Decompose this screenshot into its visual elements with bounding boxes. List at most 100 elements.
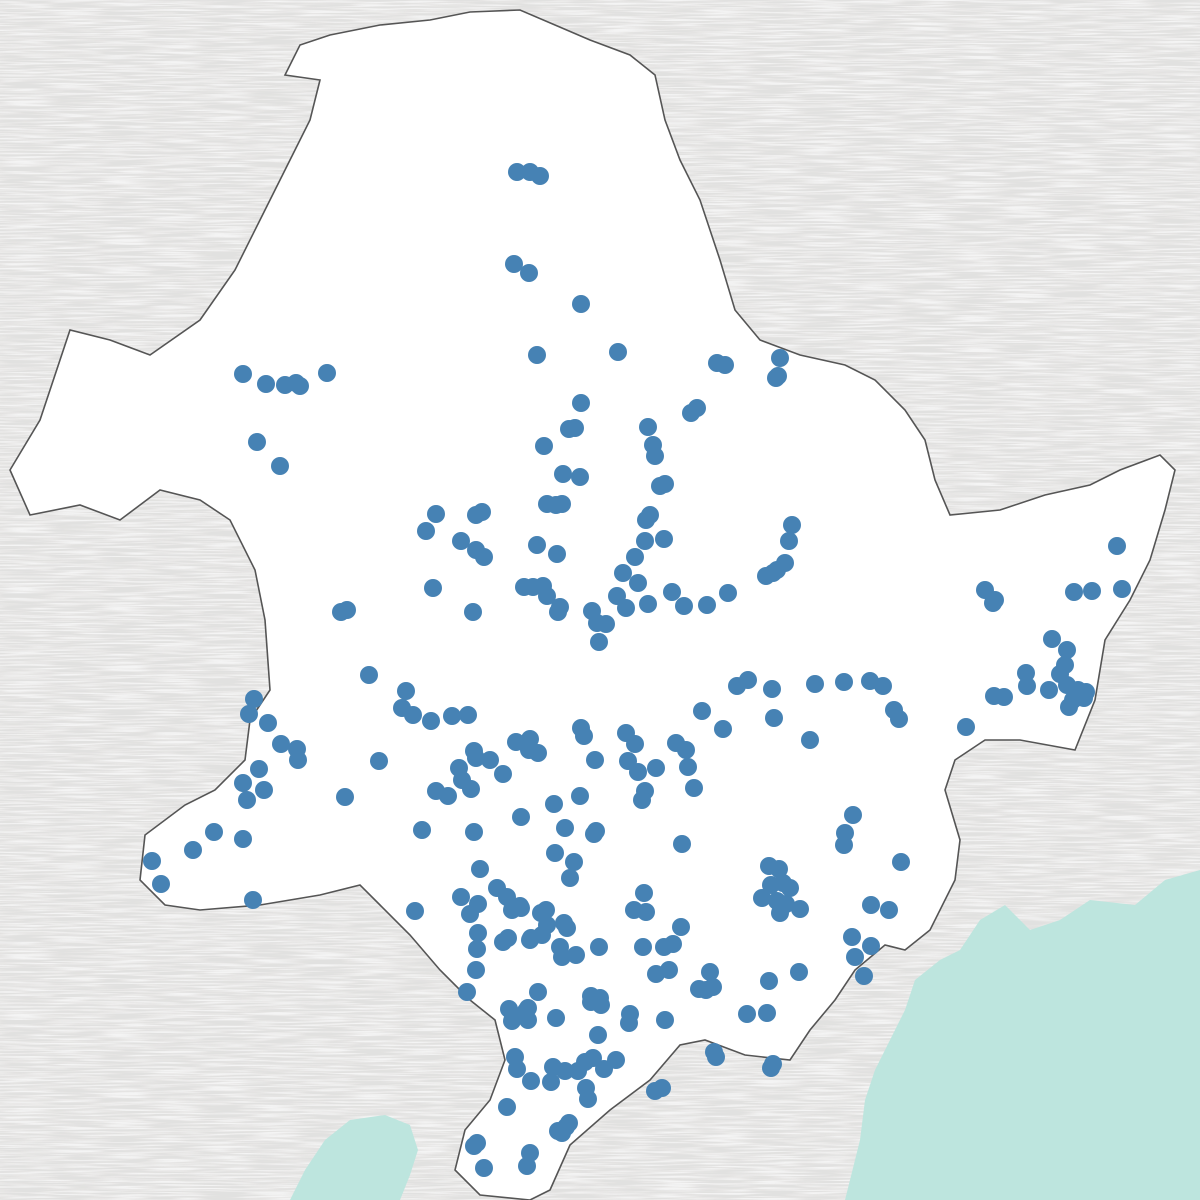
point-marker	[655, 530, 673, 548]
point-marker	[259, 714, 277, 732]
point-marker	[404, 706, 422, 724]
point-marker	[549, 603, 567, 621]
point-marker	[892, 853, 910, 871]
point-marker	[862, 896, 880, 914]
point-marker	[586, 751, 604, 769]
point-marker	[459, 706, 477, 724]
point-marker	[520, 264, 538, 282]
point-marker	[620, 1014, 638, 1032]
point-marker	[781, 879, 799, 897]
point-marker	[629, 574, 647, 592]
point-marker	[651, 477, 669, 495]
point-marker	[548, 545, 566, 563]
point-marker	[413, 821, 431, 839]
point-marker	[790, 963, 808, 981]
point-marker	[289, 751, 307, 769]
point-marker	[244, 891, 262, 909]
point-marker	[1077, 683, 1095, 701]
point-marker	[547, 1009, 565, 1027]
point-marker	[452, 888, 470, 906]
point-marker	[468, 940, 486, 958]
point-marker	[890, 710, 908, 728]
point-marker	[609, 343, 627, 361]
point-marker	[672, 918, 690, 936]
point-marker	[538, 587, 556, 605]
point-marker	[234, 830, 252, 848]
region-border	[9, 9, 1176, 1200]
point-marker	[546, 844, 564, 862]
point-marker	[698, 596, 716, 614]
point-marker	[508, 163, 526, 181]
point-marker	[626, 735, 644, 753]
point-marker	[636, 532, 654, 550]
point-marker	[771, 349, 789, 367]
point-marker	[406, 902, 424, 920]
point-marker	[855, 967, 873, 985]
point-marker	[522, 1072, 540, 1090]
point-marker	[370, 752, 388, 770]
point-marker	[590, 633, 608, 651]
point-marker	[458, 983, 476, 1001]
point-marker	[719, 584, 737, 602]
point-marker	[360, 666, 378, 684]
point-marker	[663, 583, 681, 601]
point-marker	[617, 599, 635, 617]
point-marker	[629, 763, 647, 781]
point-marker	[1017, 664, 1035, 682]
point-marker	[503, 1012, 521, 1030]
point-marker	[561, 869, 579, 887]
point-marker	[701, 963, 719, 981]
point-marker	[783, 516, 801, 534]
point-marker	[234, 774, 252, 792]
point-marker	[572, 295, 590, 313]
point-marker	[475, 1159, 493, 1177]
point-marker	[637, 511, 655, 529]
point-marker	[512, 808, 530, 826]
point-marker	[639, 595, 657, 613]
point-marker	[291, 377, 309, 395]
point-marker	[846, 948, 864, 966]
point-marker	[589, 1026, 607, 1044]
point-marker	[245, 690, 263, 708]
point-marker	[558, 919, 576, 937]
point-marker	[452, 532, 470, 550]
point-marker	[468, 1134, 486, 1152]
point-marker	[528, 536, 546, 554]
point-marker	[880, 901, 898, 919]
point-marker	[597, 615, 615, 633]
water-bodies	[290, 870, 1200, 1200]
point-marker	[679, 758, 697, 776]
point-marker	[554, 465, 572, 483]
point-marker	[607, 1051, 625, 1069]
point-marker	[633, 791, 651, 809]
point-marker	[995, 688, 1013, 706]
point-marker	[473, 503, 491, 521]
point-marker	[986, 591, 1004, 609]
point-marker	[467, 749, 485, 767]
point-marker	[529, 744, 547, 762]
point-marker	[494, 765, 512, 783]
point-marker	[467, 961, 485, 979]
point-marker	[469, 924, 487, 942]
point-marker	[571, 787, 589, 805]
point-marker	[556, 819, 574, 837]
point-marker	[465, 823, 483, 841]
point-marker	[528, 346, 546, 364]
point-marker	[439, 787, 457, 805]
point-marker	[626, 548, 644, 566]
point-marker	[738, 1005, 756, 1023]
point-marker	[511, 897, 529, 915]
point-marker	[656, 1011, 674, 1029]
point-marker	[531, 167, 549, 185]
point-marker	[646, 447, 664, 465]
point-marker	[422, 712, 440, 730]
point-marker	[566, 419, 584, 437]
point-marker	[874, 677, 892, 695]
point-marker	[553, 1124, 571, 1142]
point-marker	[1065, 583, 1083, 601]
point-marker	[271, 457, 289, 475]
point-marker	[1060, 698, 1078, 716]
point-marker	[469, 895, 487, 913]
